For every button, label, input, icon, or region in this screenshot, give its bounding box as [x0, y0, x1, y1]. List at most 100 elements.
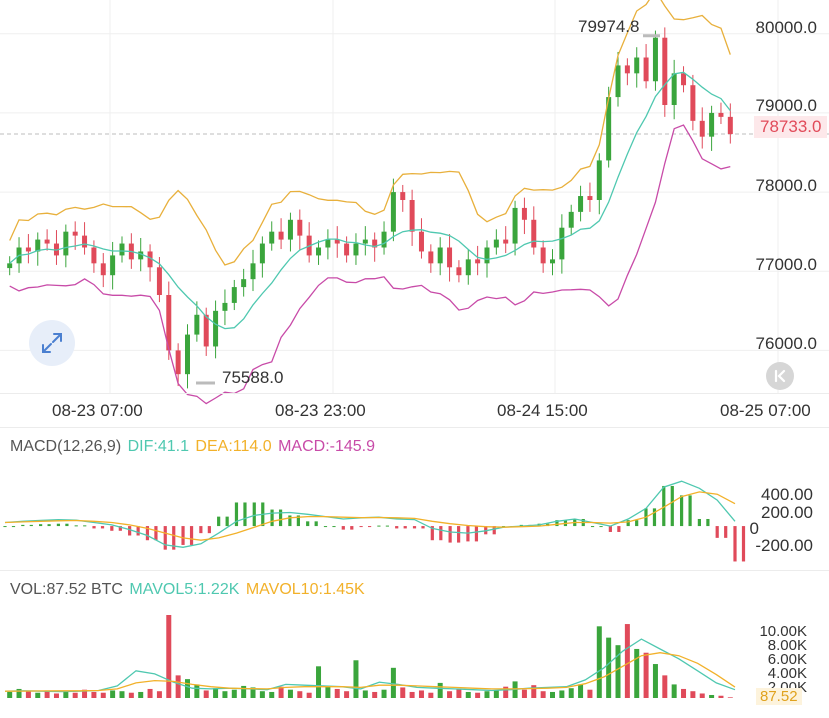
candle-body	[437, 247, 443, 264]
candle-body	[250, 263, 256, 280]
candle-body	[606, 97, 612, 161]
macd-histogram-bar	[3, 526, 7, 528]
candle-body	[578, 196, 584, 212]
bb-middle-line	[9, 71, 731, 330]
candle-body	[185, 334, 190, 375]
macd-histogram-bar	[733, 526, 737, 562]
macd-histogram-bar	[448, 526, 452, 543]
volume-bar	[484, 691, 490, 698]
macd-histogram-bar	[385, 525, 390, 527]
macd-histogram-bar	[332, 526, 336, 528]
macd-histogram-bar	[11, 526, 16, 528]
volume-bar	[587, 689, 593, 698]
macd-histogram-bar	[128, 526, 132, 536]
candle-body	[25, 247, 31, 252]
candle-body	[362, 239, 368, 244]
volume-bar	[194, 684, 200, 698]
candle-body	[44, 239, 50, 244]
volume-bar	[72, 692, 78, 698]
volume-bar	[718, 695, 724, 698]
volume-bar	[259, 691, 265, 698]
volume-bar	[334, 688, 340, 698]
dea-legend: DEA:114.0	[195, 438, 272, 455]
volume-bar	[456, 688, 462, 698]
candle-body	[381, 231, 387, 248]
macd-histogram-bar	[306, 521, 310, 527]
candle-body	[568, 211, 574, 228]
candle-body	[231, 287, 237, 303]
macd-histogram-bar	[100, 526, 105, 529]
macd-histogram-bar	[172, 526, 176, 550]
low-price-label: 75588.0	[222, 368, 284, 387]
candle-body	[652, 37, 658, 82]
candle-body	[269, 231, 275, 244]
volume-bar	[690, 691, 696, 698]
macd-histogram-bar	[278, 509, 283, 527]
candle-body	[166, 295, 172, 351]
x-tick-label: 08-25 07:00	[720, 401, 811, 420]
candle-body	[82, 235, 88, 248]
candle-body	[213, 310, 219, 347]
volume-bar	[409, 691, 415, 698]
macd-histogram-bar	[314, 521, 318, 527]
candle-body	[72, 231, 78, 236]
y-tick-label: 79000.0	[755, 96, 817, 115]
macd-histogram-bar	[439, 526, 443, 541]
volume-bar	[671, 684, 677, 698]
macd-histogram-bar	[136, 526, 140, 536]
pane-divider	[0, 427, 829, 428]
volume-bar	[175, 675, 181, 698]
macd-histogram-bar	[635, 520, 639, 527]
volume-bar	[316, 666, 322, 698]
vol-value-legend: VOL:87.52 BTC	[10, 581, 123, 598]
volume-bar	[428, 692, 434, 698]
candle-body	[624, 65, 630, 74]
volume-bar	[540, 691, 546, 698]
macd-histogram-bar	[288, 515, 292, 527]
volume-bar	[138, 691, 144, 698]
volume-bar	[699, 693, 705, 698]
volume-bar	[568, 688, 574, 698]
macd-histogram-bar	[145, 526, 150, 541]
expand-arrows-icon	[42, 333, 62, 353]
macd-title: MACD(12,26,9)	[10, 438, 122, 455]
axis-divider	[0, 393, 829, 394]
candle-body	[727, 116, 733, 135]
volume-bar	[325, 686, 331, 698]
volume-bar	[297, 691, 303, 698]
macd-histogram-bar	[217, 516, 221, 527]
mavol10-line	[4, 652, 736, 692]
mavol10-legend: MAVOL10:1.45K	[245, 581, 365, 598]
volume-bar	[475, 692, 481, 698]
candle-body	[428, 251, 434, 264]
volume-bar	[25, 691, 31, 698]
candle-body	[390, 192, 396, 232]
candle-body	[690, 85, 696, 121]
macd-histogram-bar	[377, 525, 381, 527]
volume-bar	[16, 688, 22, 698]
macd-histogram-bar	[688, 495, 692, 527]
expand-button[interactable]	[29, 320, 75, 366]
volume-bar	[503, 686, 509, 698]
macd-histogram-bar	[367, 526, 372, 528]
x-tick-label: 08-23 07:00	[52, 401, 143, 420]
x-tick-label: 08-23 23:00	[275, 401, 366, 420]
volume-bar	[213, 688, 219, 698]
volume-bar	[222, 691, 228, 698]
macd-histogram-bar	[617, 526, 621, 532]
candle-body	[7, 263, 13, 269]
candle-body	[222, 302, 228, 311]
volume-bar	[418, 690, 424, 698]
candle-body	[194, 314, 200, 335]
candle-body	[325, 239, 331, 248]
candle-body	[259, 243, 265, 264]
macd-histogram-bar	[599, 526, 603, 528]
scroll-to-latest-button[interactable]	[766, 362, 794, 390]
candle-body	[550, 259, 555, 264]
vol-tick-label: 8.00K	[767, 637, 807, 654]
high-price-label: 79974.8	[578, 17, 640, 36]
macd-histogram-bar	[626, 520, 630, 527]
volume-bar	[166, 615, 172, 698]
